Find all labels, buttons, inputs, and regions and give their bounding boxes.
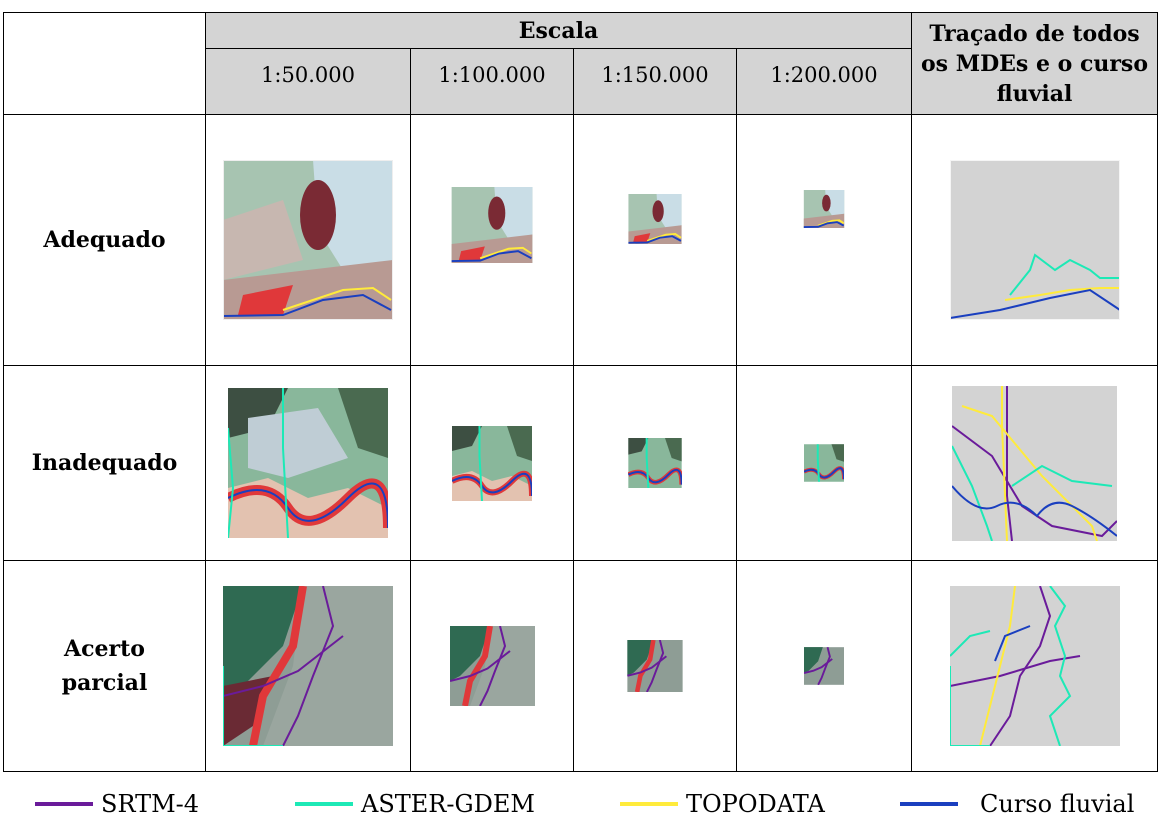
scale-header: 1:50.000 — [205, 48, 411, 115]
legend-label: ASTER-GDEM — [361, 790, 535, 818]
scale-group-header: Escala — [205, 12, 912, 49]
map-thumbnail — [911, 560, 1158, 772]
scale-header: 1:200.000 — [736, 48, 912, 115]
map-thumbnail — [410, 560, 574, 772]
inadequado-1-150000-map — [628, 438, 682, 488]
acerto-parcial-1-100000-map — [449, 626, 535, 706]
map-thumbnail — [573, 114, 737, 366]
legend-item-curso-fluvial: Curso fluvial — [900, 784, 1134, 824]
legend-swatch — [35, 802, 93, 806]
row-label: Inadequado — [3, 365, 206, 561]
map-thumbnail — [573, 365, 737, 561]
legend-label: Curso fluvial — [980, 790, 1135, 818]
map-thumbnail — [205, 114, 411, 366]
legend-item-topodata: TOPODATA — [620, 784, 825, 824]
corner-cell — [3, 12, 206, 115]
inadequado-1-50000-map — [228, 388, 388, 538]
legend-label: SRTM-4 — [101, 790, 200, 818]
map-thumbnail — [410, 365, 574, 561]
map-thumbnail — [573, 560, 737, 772]
scale-header: 1:150.000 — [573, 48, 737, 115]
trace-header: Traçado de todos os MDEs e o curso fluvi… — [911, 12, 1158, 115]
inadequado-1-100000-map — [452, 425, 532, 501]
map-thumbnail — [736, 114, 912, 366]
adequado-1-200000-map — [803, 190, 845, 228]
map-thumbnail — [736, 365, 912, 561]
map-thumbnail — [205, 560, 411, 772]
adequado-1-50000-map — [223, 160, 393, 320]
legend-swatch — [295, 802, 353, 806]
map-thumbnail — [911, 365, 1158, 561]
legend: SRTM-4 ASTER-GDEM TOPODATA Curso fluvial — [0, 784, 1160, 824]
inadequado-1-200000-map — [804, 444, 844, 482]
adequado-1-100000-map — [451, 187, 533, 263]
acerto-parcial-1-150000-map — [627, 640, 683, 692]
map-thumbnail — [410, 114, 574, 366]
row-label: Acerto parcial — [3, 560, 206, 772]
inadequado-trace-map — [952, 385, 1117, 541]
results-table: Escala Traçado de todos os MDEs e o curs… — [3, 12, 1158, 772]
map-thumbnail — [911, 114, 1158, 366]
adequado-1-150000-map — [628, 194, 682, 244]
acerto-parcial-1-200000-map — [804, 647, 844, 685]
legend-label: TOPODATA — [686, 790, 825, 818]
acerto-parcial-trace-map — [949, 586, 1120, 746]
legend-swatch — [900, 802, 958, 806]
adequado-trace-map — [949, 160, 1120, 320]
map-thumbnail — [736, 560, 912, 772]
legend-swatch — [620, 802, 678, 806]
acerto-parcial-1-50000-map — [223, 586, 393, 746]
scale-header: 1:100.000 — [410, 48, 574, 115]
legend-item-srtm: SRTM-4 — [35, 784, 199, 824]
map-thumbnail — [205, 365, 411, 561]
legend-item-aster: ASTER-GDEM — [295, 784, 535, 824]
row-label: Adequado — [3, 114, 206, 366]
